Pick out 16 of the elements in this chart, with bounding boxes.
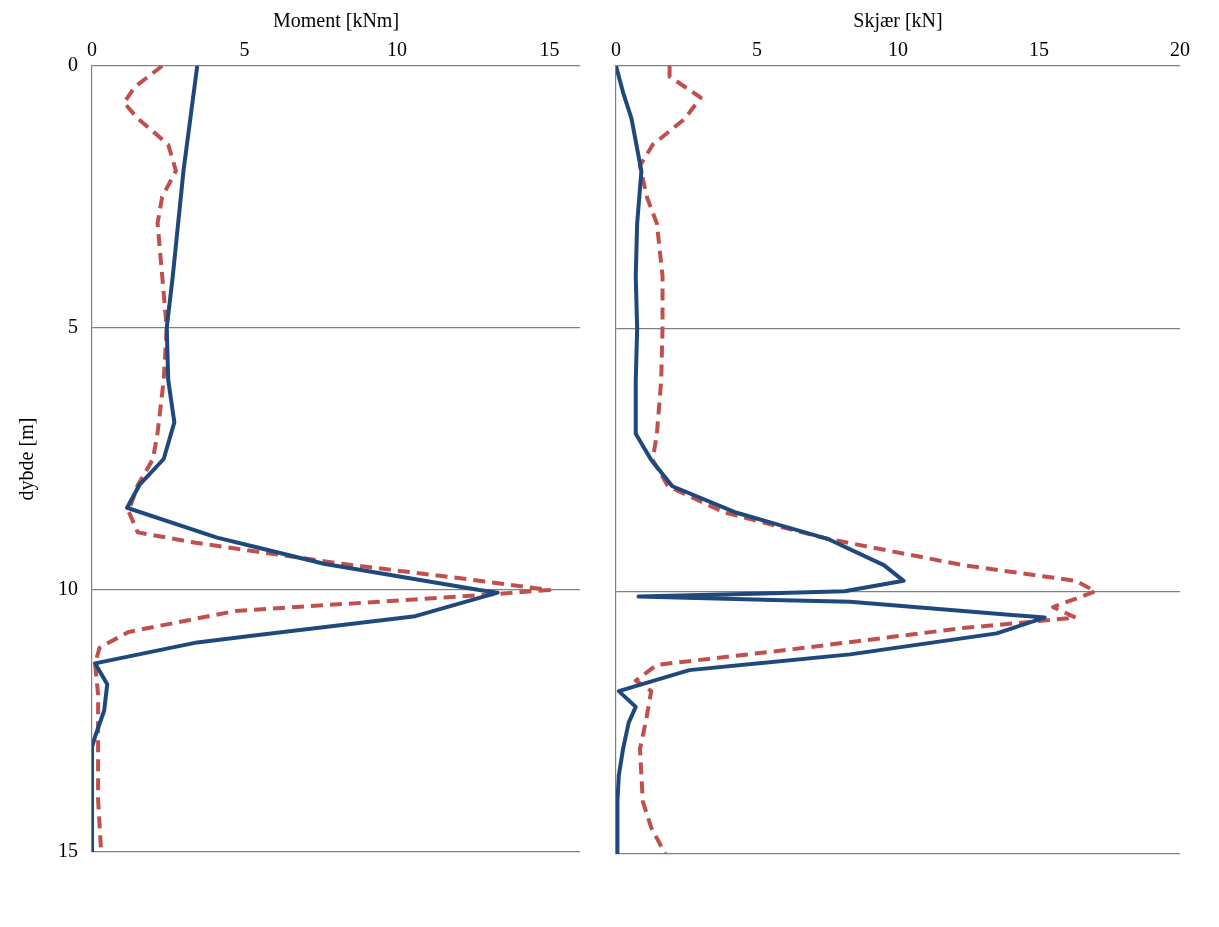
x-tick-label: 10: [888, 38, 908, 61]
y-axis-title: dybde [m]: [15, 417, 39, 501]
x-axis-title: Moment [kNm]: [272, 9, 400, 32]
y-tick-label: 15: [58, 839, 78, 862]
x-tick-label: 15: [1029, 38, 1049, 61]
x-tick-label: 0: [87, 38, 97, 61]
x-axis-title: Skjær [kN]: [853, 9, 943, 33]
x-tick-label: 10: [387, 38, 407, 61]
y-tick-label: 10: [58, 577, 78, 600]
x-tick-label: 5: [239, 38, 250, 61]
x-tick-label: 0: [611, 38, 621, 61]
x-tick-label: 20: [1170, 38, 1190, 61]
x-tick-label: 5: [752, 38, 762, 61]
x-tick-label: 15: [539, 38, 560, 61]
y-tick-label: 0: [68, 53, 78, 76]
y-tick-label: 5: [68, 315, 78, 338]
